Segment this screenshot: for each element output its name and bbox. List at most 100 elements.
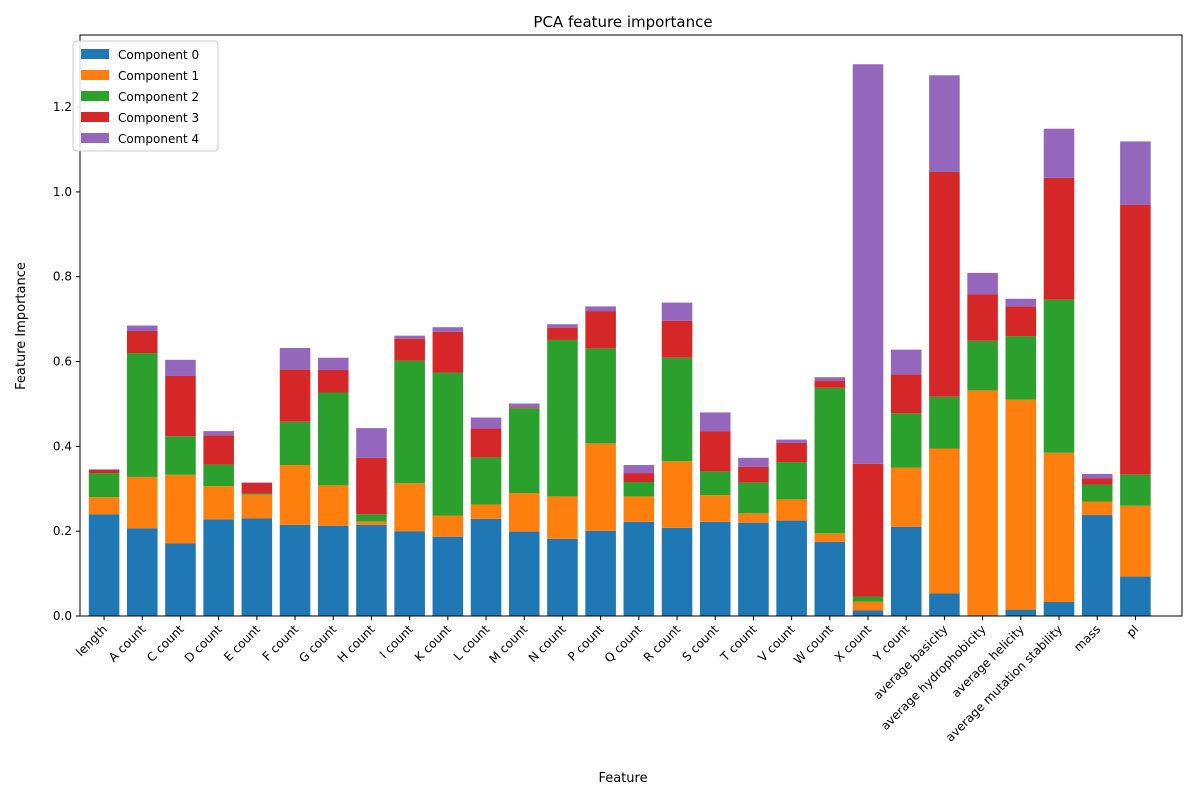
y-tick-label: 0.8 (53, 270, 72, 284)
bar-c-count-component-0 (165, 543, 196, 616)
x-tick-label: L count (451, 622, 492, 663)
legend-swatch (81, 133, 109, 143)
bar-q-count-component-2 (624, 482, 655, 496)
bar-i-count-component-1 (394, 483, 425, 531)
y-tick-label: 1.0 (53, 185, 72, 199)
legend-swatch (81, 112, 109, 122)
bar-y-count-component-2 (891, 413, 922, 467)
bar-n-count-component-2 (547, 340, 578, 496)
x-tick-label: X count (832, 622, 875, 665)
bar-l-count-component-3 (471, 429, 502, 458)
bar-average-helicity-component-0 (1006, 610, 1037, 616)
bar-a-count-component-1 (127, 477, 158, 528)
bar-t-count-component-0 (738, 523, 769, 616)
bar-f-count-component-0 (280, 525, 311, 616)
bar-h-count-component-0 (356, 525, 387, 616)
legend-entry: Component 2 (118, 90, 199, 104)
bar-d-count-component-3 (203, 435, 234, 464)
bar-e-count-component-3 (242, 483, 273, 494)
bar-average-helicity-component-2 (1006, 336, 1037, 400)
bar-v-count-component-3 (776, 443, 807, 462)
bar-v-count-component-1 (776, 499, 807, 520)
bar-mass-component-0 (1082, 515, 1113, 616)
x-tick-label: length (73, 622, 110, 659)
bar-t-count-component-1 (738, 513, 769, 522)
bar-average-basicity-component-3 (929, 172, 960, 397)
bar-length-component-2 (89, 473, 120, 497)
legend-swatch (81, 70, 109, 80)
y-axis-label: Feature Importance (14, 262, 29, 390)
bar-h-count-component-3 (356, 458, 387, 514)
bar-k-count-component-3 (433, 332, 464, 373)
x-tick-label: P count (565, 622, 607, 664)
bar-a-count-component-2 (127, 353, 158, 477)
x-tick-label: N count (526, 622, 569, 665)
bar-mass-component-4 (1082, 474, 1113, 478)
bar-average-helicity-component-3 (1006, 306, 1037, 336)
x-tick-label: H count (335, 622, 378, 665)
x-tick-label: C count (144, 622, 187, 665)
bar-average-hydrophobicity-component-1 (967, 390, 998, 615)
bar-n-count-component-3 (547, 328, 578, 340)
bar-m-count-component-3 (509, 407, 540, 408)
legend-swatch (81, 91, 109, 101)
bar-average-basicity-component-0 (929, 594, 960, 616)
bar-g-count-component-3 (318, 370, 349, 392)
x-axis-label: Feature (598, 771, 647, 786)
bar-p-count-component-3 (585, 311, 616, 348)
x-tick-label: R count (641, 622, 684, 665)
bar-k-count-component-0 (433, 537, 464, 616)
bar-v-count-component-0 (776, 521, 807, 616)
x-tick-label: W count (791, 622, 836, 667)
bar-r-count-component-1 (662, 461, 693, 528)
bar-l-count-component-2 (471, 457, 502, 504)
y-tick-label: 0.0 (53, 609, 72, 623)
bar-x-count-component-1 (853, 602, 884, 611)
bar-pi-component-0 (1120, 577, 1151, 616)
bar-p-count-component-0 (585, 531, 616, 616)
bar-x-count-component-4 (853, 64, 884, 463)
x-tick-label: Q count (602, 622, 645, 665)
bar-m-count-component-0 (509, 532, 540, 616)
legend: Component 0Component 1Component 2Compone… (73, 41, 218, 151)
bar-p-count-component-1 (585, 443, 616, 530)
x-tick-label: E count (221, 622, 263, 664)
bar-x-count-component-0 (853, 610, 884, 616)
bar-q-count-component-0 (624, 522, 655, 616)
bar-c-count-component-2 (165, 436, 196, 475)
bar-average-hydrophobicity-component-2 (967, 341, 998, 391)
bar-g-count-component-4 (318, 358, 349, 370)
x-tick-label: mass (1071, 622, 1103, 654)
x-tick-label: I count (377, 622, 416, 661)
bar-average-hydrophobicity-component-3 (967, 294, 998, 341)
bar-k-count-component-1 (433, 515, 464, 536)
bar-y-count-component-1 (891, 468, 922, 527)
bar-length-component-3 (89, 470, 120, 473)
bar-g-count-component-1 (318, 485, 349, 525)
bar-l-count-component-0 (471, 519, 502, 616)
bar-r-count-component-2 (662, 358, 693, 461)
bar-y-count-component-0 (891, 527, 922, 616)
bar-s-count-component-4 (700, 412, 731, 431)
x-tick-label: T count (717, 622, 760, 665)
bar-average-hydrophobicity-component-4 (967, 273, 998, 294)
bar-w-count-component-3 (815, 381, 846, 388)
bar-s-count-component-1 (700, 495, 731, 522)
bar-r-count-component-4 (662, 303, 693, 321)
bar-m-count-component-2 (509, 408, 540, 493)
bar-f-count-component-3 (280, 370, 311, 422)
bar-average-mutation-stability-component-0 (1044, 602, 1075, 616)
bar-pi-component-1 (1120, 506, 1151, 577)
bar-k-count-component-4 (433, 327, 464, 332)
bar-i-count-component-0 (394, 531, 425, 616)
bar-f-count-component-2 (280, 422, 311, 465)
bar-pi-component-2 (1120, 474, 1151, 505)
x-tick-label: F count (260, 622, 302, 664)
bar-pi-component-3 (1120, 205, 1151, 475)
bar-average-mutation-stability-component-3 (1044, 178, 1075, 300)
bar-mass-component-3 (1082, 478, 1113, 484)
bar-n-count-component-1 (547, 496, 578, 538)
bar-a-count-component-4 (127, 326, 158, 332)
bar-q-count-component-4 (624, 465, 655, 473)
